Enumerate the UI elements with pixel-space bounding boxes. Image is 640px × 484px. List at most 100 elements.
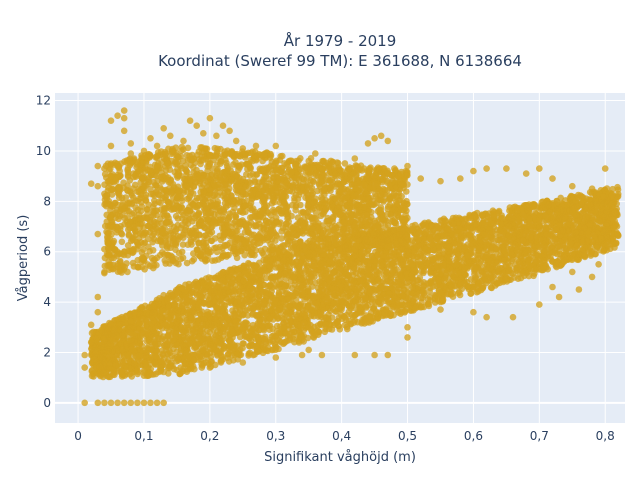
data-point	[418, 299, 425, 306]
data-point	[199, 321, 206, 328]
data-point	[395, 309, 402, 316]
data-point	[148, 366, 155, 373]
data-point	[601, 247, 608, 254]
data-point	[332, 263, 339, 270]
data-point	[101, 338, 108, 345]
data-point	[196, 301, 203, 308]
data-point	[352, 297, 359, 304]
data-point	[468, 276, 475, 283]
data-point	[615, 232, 622, 239]
data-point	[312, 270, 319, 277]
data-point	[400, 287, 407, 294]
data-point	[526, 216, 533, 223]
data-point	[204, 311, 211, 318]
data-point	[227, 337, 234, 344]
data-point	[484, 254, 491, 261]
data-point	[490, 278, 497, 285]
data-point	[125, 353, 132, 360]
data-point	[501, 238, 508, 245]
data-point	[377, 295, 384, 302]
data-point	[596, 217, 603, 224]
data-point	[495, 266, 502, 273]
data-point	[362, 294, 369, 301]
data-point	[202, 343, 209, 350]
data-point	[267, 315, 274, 322]
data-point	[218, 358, 225, 365]
data-point	[421, 292, 428, 299]
data-point	[409, 263, 416, 270]
data-point	[337, 326, 344, 333]
data-point	[256, 293, 263, 300]
data-point	[244, 270, 251, 277]
data-point	[541, 257, 548, 264]
data-point	[508, 250, 515, 257]
data-point	[427, 235, 434, 242]
data-point	[487, 265, 494, 272]
data-point	[214, 304, 221, 311]
data-point	[315, 322, 322, 329]
data-point	[427, 285, 434, 292]
data-point	[283, 330, 290, 337]
data-point	[328, 285, 335, 292]
data-point	[453, 261, 460, 268]
data-point	[545, 224, 552, 231]
data-point	[326, 258, 333, 265]
data-point	[267, 258, 274, 265]
data-point	[367, 267, 374, 274]
data-point	[506, 207, 513, 214]
data-point	[390, 260, 397, 267]
data-point	[464, 252, 471, 259]
data-point	[291, 332, 298, 339]
data-point	[131, 360, 138, 367]
data-point	[486, 227, 493, 234]
data-point	[285, 303, 292, 310]
data-point	[554, 198, 561, 205]
data-point	[324, 295, 331, 302]
data-point	[363, 304, 370, 311]
data-point	[225, 351, 232, 358]
data-point	[547, 249, 554, 256]
data-point	[341, 314, 348, 321]
data-point	[434, 224, 441, 231]
data-point	[455, 251, 462, 258]
data-point	[155, 301, 162, 308]
data-point	[98, 327, 105, 334]
data-point	[567, 221, 574, 228]
data-point	[532, 244, 539, 251]
data-point	[159, 314, 166, 321]
data-point	[568, 240, 575, 247]
data-point	[343, 294, 350, 301]
data-point	[319, 304, 326, 311]
data-point	[420, 286, 427, 293]
data-point	[440, 296, 447, 303]
data-point	[254, 300, 261, 307]
data-point	[272, 274, 279, 281]
data-point	[358, 266, 365, 273]
data-point	[128, 318, 135, 325]
data-point	[520, 238, 527, 245]
data-point	[119, 347, 126, 354]
data-point	[128, 346, 135, 353]
data-point	[544, 231, 551, 238]
data-point	[242, 333, 249, 340]
data-point	[239, 326, 246, 333]
data-point	[245, 352, 252, 359]
data-point	[428, 266, 435, 273]
data-point	[215, 284, 222, 291]
data-point	[262, 301, 269, 308]
data-point	[494, 210, 501, 217]
data-point	[359, 319, 366, 326]
data-point	[139, 329, 146, 336]
data-point	[269, 284, 276, 291]
data-point	[411, 248, 418, 255]
data-point	[515, 219, 522, 226]
data-point	[199, 277, 206, 284]
data-point	[500, 228, 507, 235]
data-point	[126, 338, 133, 345]
data-point	[461, 244, 468, 251]
data-point	[237, 307, 244, 314]
data-point	[467, 232, 474, 239]
data-point	[119, 332, 126, 339]
